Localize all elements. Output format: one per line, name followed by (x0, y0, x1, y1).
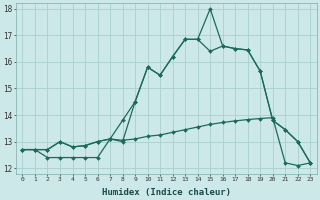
X-axis label: Humidex (Indice chaleur): Humidex (Indice chaleur) (102, 188, 231, 197)
